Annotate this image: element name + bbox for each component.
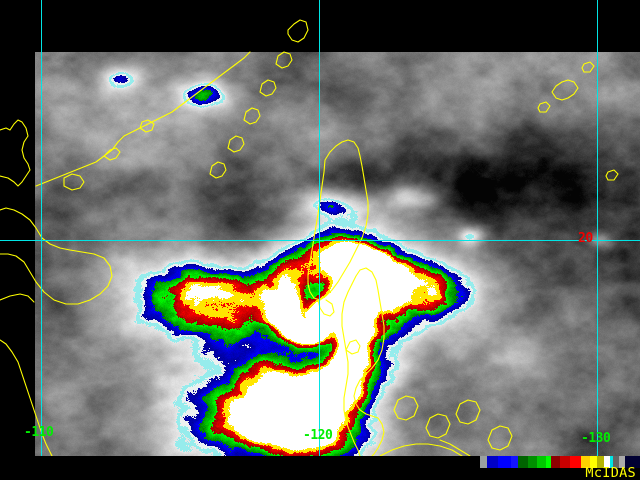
enhancement-swatch-1 [487, 456, 499, 468]
enhancement-swatch-3 [511, 456, 519, 468]
enhancement-swatch-4 [518, 456, 528, 468]
enhancement-swatch-9 [560, 456, 570, 468]
latitude-label-20: 20 [578, 231, 593, 246]
enhancement-swatch-0 [480, 456, 488, 468]
enhancement-swatch-13 [597, 456, 605, 468]
enhancement-swatch-6 [536, 456, 546, 468]
meridian-line-130 [597, 0, 598, 456]
enhancement-swatch-8 [551, 456, 561, 468]
enhancement-swatch-10 [569, 456, 581, 468]
mcidas-software-tag: McIDAS [585, 465, 636, 480]
enhancement-swatch-7 [545, 456, 552, 468]
enhancement-swatch-16 [612, 456, 619, 468]
meridian-line-120 [319, 0, 320, 456]
image-info-bar: 10001 HIMAWARI-8 13 23 AUG 22235 112000 … [0, 456, 640, 480]
enhancement-swatch-17 [618, 456, 626, 468]
parallel-line-20 [0, 240, 640, 241]
satellite-image-area[interactable]: -110 -120 -130 20 [0, 0, 640, 456]
enhancement-swatch-2 [498, 456, 512, 468]
enhancement-color-bar [480, 456, 640, 468]
enhancement-swatch-15 [609, 456, 613, 468]
meridian-line-110 [41, 0, 42, 456]
longitude-label-110: -110 [24, 425, 54, 440]
enhancement-swatch-14 [604, 456, 610, 468]
enhancement-swatch-12 [589, 456, 597, 468]
longitude-label-120: -120 [303, 428, 333, 443]
enhancement-swatch-18 [625, 456, 640, 468]
enhancement-swatch-5 [527, 456, 537, 468]
satellite-image-canvas[interactable] [0, 0, 640, 456]
image-header-text: 10001 HIMAWARI-8 13 23 AUG 22235 112000 … [0, 467, 640, 480]
enhancement-swatch-11 [580, 456, 590, 468]
longitude-label-130: -130 [581, 431, 611, 446]
